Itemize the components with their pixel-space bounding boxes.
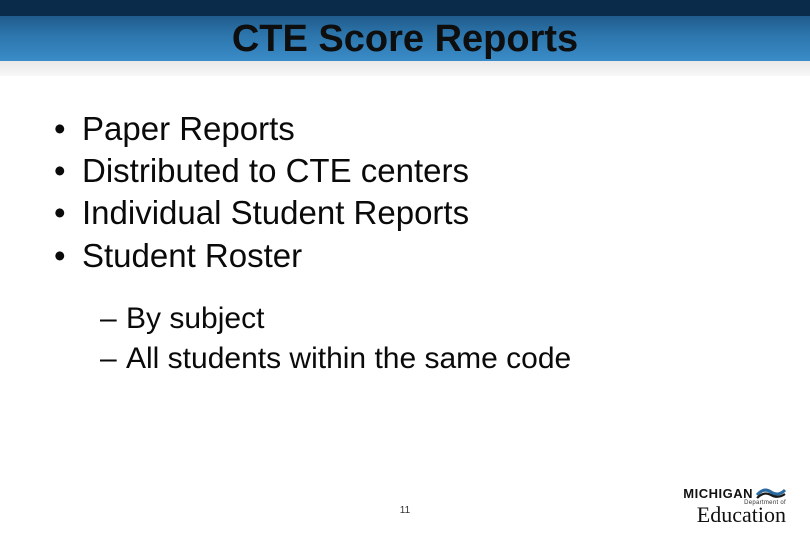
bullet-marker: • <box>54 235 82 277</box>
band-dark-strip <box>0 0 810 16</box>
bullet-item: • Individual Student Reports <box>54 192 754 234</box>
title-band: CTE Score Reports <box>0 0 810 76</box>
michigan-education-logo: MICHIGAN Department of Education <box>683 486 786 526</box>
band-light-strip <box>0 61 810 76</box>
content-area: • Paper Reports • Distributed to CTE cen… <box>54 108 754 378</box>
sub-bullet-marker: – <box>100 339 126 379</box>
bullet-text: Paper Reports <box>82 108 295 150</box>
bullet-item: • Distributed to CTE centers <box>54 150 754 192</box>
bullet-text: Individual Student Reports <box>82 192 469 234</box>
bullet-marker: • <box>54 150 82 192</box>
logo-dept-text: Education <box>683 504 786 526</box>
wave-icon <box>756 486 786 500</box>
sub-bullet-item: – By subject <box>100 299 754 339</box>
sub-bullet-text: All students within the same code <box>126 339 571 379</box>
bullet-item: • Paper Reports <box>54 108 754 150</box>
bullet-text: Distributed to CTE centers <box>82 150 469 192</box>
bullet-text: Student Roster <box>82 235 302 277</box>
sub-bullet-list: – By subject – All students within the s… <box>100 299 754 378</box>
slide-title: CTE Score Reports <box>0 18 810 61</box>
logo-state-row: MICHIGAN <box>683 486 786 500</box>
sub-bullet-item: – All students within the same code <box>100 339 754 379</box>
bullet-marker: • <box>54 192 82 234</box>
bullet-marker: • <box>54 108 82 150</box>
bullet-item: • Student Roster <box>54 235 754 277</box>
logo-state-text: MICHIGAN <box>683 487 753 500</box>
sub-bullet-text: By subject <box>126 299 264 339</box>
sub-bullet-marker: – <box>100 299 126 339</box>
